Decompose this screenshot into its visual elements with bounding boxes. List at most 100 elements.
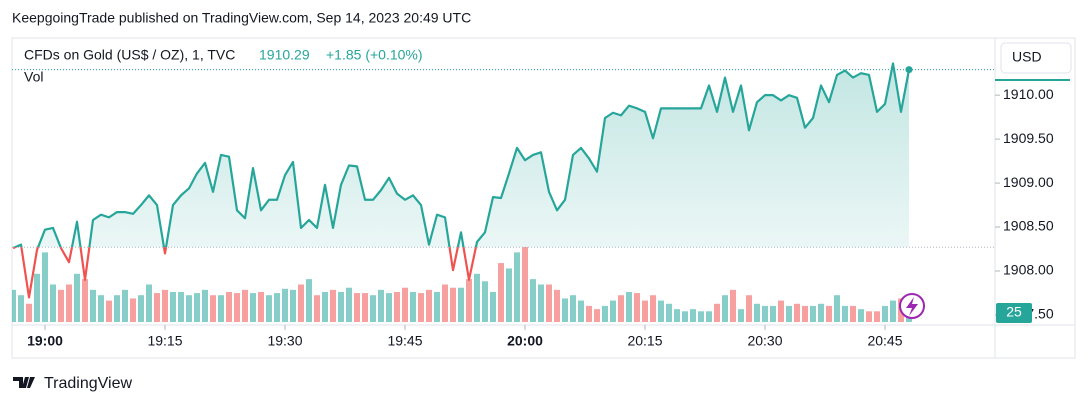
x-tick-label: 20:45 bbox=[867, 333, 902, 349]
plot-area bbox=[12, 62, 995, 322]
volume-bar bbox=[618, 295, 624, 322]
volume-bar bbox=[450, 287, 456, 322]
volume-bar bbox=[578, 300, 584, 322]
volume-bar bbox=[186, 295, 192, 322]
x-tick-label: 20:15 bbox=[627, 333, 662, 349]
volume-bar bbox=[370, 295, 376, 322]
volume-bar bbox=[282, 288, 288, 322]
x-tick-label: 19:15 bbox=[147, 333, 182, 349]
price-change: +1.85 (+0.10%) bbox=[326, 47, 423, 63]
volume-bar bbox=[482, 281, 488, 322]
x-tick-label: 20:00 bbox=[507, 333, 543, 349]
volume-bar bbox=[554, 289, 560, 322]
volume-bar bbox=[714, 303, 720, 322]
volume-bar bbox=[218, 295, 224, 322]
volume-bar bbox=[866, 311, 872, 322]
volume-label: Vol bbox=[24, 69, 43, 85]
volume-bar bbox=[770, 305, 776, 322]
volume-bar bbox=[890, 300, 896, 322]
volume-bar bbox=[12, 289, 16, 322]
symbol-title: CFDs on Gold (US$ / OZ), 1, TVC bbox=[24, 47, 235, 63]
volume-bar bbox=[674, 309, 680, 322]
volume-bar bbox=[570, 295, 576, 322]
volume-bar bbox=[690, 309, 696, 322]
volume-bar bbox=[746, 295, 752, 322]
frame bbox=[11, 37, 1076, 359]
volume-bar bbox=[698, 311, 704, 322]
volume-bar bbox=[114, 295, 120, 322]
volume-bar bbox=[378, 289, 384, 322]
volume-bar bbox=[842, 305, 848, 322]
volume-bar bbox=[418, 293, 424, 322]
volume-bar bbox=[434, 292, 440, 322]
volume-bar bbox=[242, 289, 248, 322]
volume-bar bbox=[250, 293, 256, 322]
volume-bar bbox=[162, 289, 168, 322]
volume-bar bbox=[858, 309, 864, 322]
volume-bar bbox=[834, 295, 840, 322]
last-price: 1910.29 bbox=[259, 47, 310, 63]
volume-bar bbox=[754, 303, 760, 322]
volume-bar bbox=[202, 289, 208, 322]
volume-bar bbox=[706, 311, 712, 322]
volume-bar bbox=[818, 303, 824, 322]
volume-bar bbox=[658, 300, 664, 322]
volume-bar bbox=[610, 300, 616, 322]
volume-bar bbox=[562, 298, 568, 322]
volume-bar bbox=[642, 300, 648, 322]
price-line-up bbox=[12, 62, 911, 248]
y-tick-label: 1910.00 bbox=[1003, 86, 1054, 102]
volume-bar bbox=[594, 309, 600, 322]
volume-value: 25 bbox=[1006, 304, 1022, 320]
volume-bar bbox=[354, 293, 360, 322]
volume-bar bbox=[314, 295, 320, 322]
x-tick-label: 19:00 bbox=[27, 333, 63, 349]
volume-bar bbox=[634, 293, 640, 322]
volume-bar bbox=[466, 279, 472, 322]
volume-bar bbox=[290, 289, 296, 322]
volume-bar bbox=[810, 305, 816, 322]
currency: USD bbox=[1012, 49, 1042, 65]
volume-bar bbox=[234, 293, 240, 322]
volume-bar bbox=[346, 287, 352, 322]
volume-bar bbox=[730, 289, 736, 322]
volume-bar bbox=[826, 305, 832, 322]
volume-bar bbox=[778, 300, 784, 322]
volume-bar bbox=[538, 284, 544, 322]
volume-bar bbox=[322, 292, 328, 322]
volume-bar bbox=[394, 292, 400, 322]
volume-bar bbox=[306, 279, 312, 322]
volume-bar bbox=[146, 284, 152, 322]
volume-bar bbox=[650, 295, 656, 322]
logo bbox=[13, 377, 35, 388]
volume-bar bbox=[226, 292, 232, 322]
volume-bar bbox=[298, 284, 304, 322]
y-tick-label: 1909.50 bbox=[1003, 130, 1054, 146]
volume-bar bbox=[522, 247, 528, 322]
volume-bar bbox=[410, 292, 416, 322]
volume-bar bbox=[586, 305, 592, 322]
currency-button[interactable] bbox=[1000, 42, 1072, 74]
volume-bar bbox=[210, 295, 216, 322]
volume-bar bbox=[178, 292, 184, 322]
volume-bar bbox=[802, 305, 808, 322]
volume-bar bbox=[626, 292, 632, 322]
volume-bar bbox=[122, 289, 128, 322]
volume-value-box bbox=[996, 303, 1032, 323]
event-bolt bbox=[906, 297, 918, 316]
volume-bar bbox=[874, 311, 880, 322]
volume-bar bbox=[130, 298, 136, 322]
volume-bar bbox=[82, 279, 88, 322]
y-tick-label: 1909.00 bbox=[1003, 174, 1054, 190]
volume-bar bbox=[882, 305, 888, 322]
volume-bar bbox=[18, 295, 24, 322]
volume-bar bbox=[602, 305, 608, 322]
volume-bar bbox=[402, 287, 408, 322]
volume-bar bbox=[794, 303, 800, 322]
volume-bar bbox=[74, 273, 80, 322]
volume-bar bbox=[338, 292, 344, 322]
volume-bar bbox=[786, 305, 792, 322]
volume-bar bbox=[514, 252, 520, 322]
y-tick-label: 1908.50 bbox=[1003, 218, 1054, 234]
